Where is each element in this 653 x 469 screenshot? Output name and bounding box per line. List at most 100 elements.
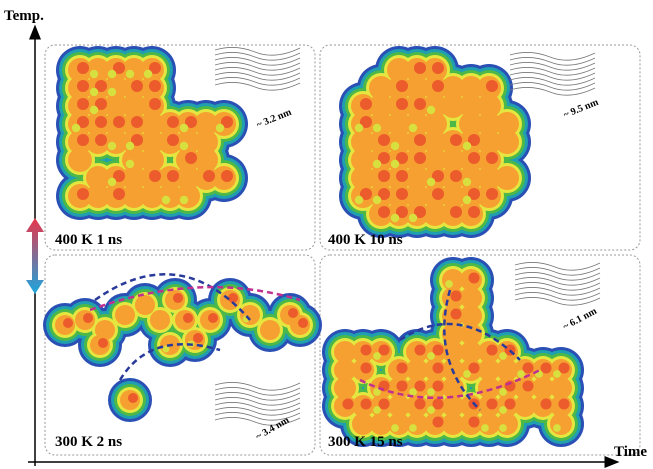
density-layer (351, 166, 375, 190)
density-peak (378, 188, 390, 200)
density-peak (468, 206, 480, 218)
chain-trace (118, 343, 221, 381)
density-layer (478, 377, 500, 399)
inset-chain (214, 402, 301, 411)
density-blob (43, 278, 322, 422)
density-peak (149, 170, 161, 182)
inset-chain (509, 87, 596, 96)
density-peak (414, 380, 426, 392)
density-peak (468, 152, 480, 164)
density-well (499, 406, 507, 414)
density-blob (339, 46, 531, 238)
density-layer (122, 184, 146, 208)
density-layer (122, 94, 146, 118)
density-peak (167, 134, 179, 146)
density-peak (486, 398, 498, 410)
density-peak (77, 134, 89, 146)
inset-chain (514, 292, 601, 301)
density-peak (360, 362, 372, 374)
density-peak (77, 188, 89, 200)
density-well (391, 424, 399, 432)
density-peak (113, 170, 125, 182)
density-well (179, 123, 189, 133)
density-well (373, 388, 381, 396)
density-layer (369, 94, 393, 118)
density-well (372, 159, 382, 169)
density-peak (298, 318, 308, 328)
density-well (125, 141, 135, 151)
density-peak (113, 116, 125, 128)
density-well (354, 123, 364, 133)
density-layer (352, 413, 374, 435)
density-peak (486, 152, 498, 164)
density-peak (131, 116, 143, 128)
panel-frame (44, 254, 316, 456)
density-peak (203, 170, 215, 182)
density-peak (432, 62, 444, 74)
density-layer (334, 377, 356, 399)
density-peak (414, 206, 426, 218)
inset-chain (514, 277, 601, 286)
density-well (354, 195, 364, 205)
density-layer (477, 130, 501, 154)
density-peak (396, 152, 408, 164)
density-peak (468, 272, 480, 284)
density-peak (131, 80, 143, 92)
density-well (143, 69, 153, 79)
density-peak (450, 170, 462, 182)
scale-label: ~ 6.1 nm (561, 305, 599, 332)
density-peak (432, 344, 444, 356)
density-peak (113, 188, 125, 200)
density-layer (550, 377, 572, 399)
density-blob (56, 46, 248, 220)
density-peak (378, 152, 390, 164)
scale-label: ~ 3.2 nm (255, 107, 294, 131)
density-peak (378, 170, 390, 182)
density-well (427, 352, 435, 360)
density-peak (149, 80, 161, 92)
density-peak (432, 188, 444, 200)
density-peak (95, 80, 107, 92)
density-layer (459, 76, 483, 100)
density-peak (98, 338, 108, 348)
density-layer (442, 341, 464, 363)
density-well (427, 388, 435, 396)
inset-chain (214, 57, 301, 66)
density-well (125, 69, 135, 79)
density-peak (342, 398, 354, 410)
inset-chain (214, 67, 301, 76)
density-well (463, 370, 471, 378)
inset-chain (214, 77, 301, 86)
density-well (179, 141, 189, 151)
density-well (517, 370, 525, 378)
panel-frame (44, 44, 316, 251)
density-layer (194, 148, 218, 172)
density-peak (450, 134, 462, 146)
density-well (499, 424, 507, 432)
density-peak (208, 313, 218, 323)
density-peak (77, 80, 89, 92)
density-peak (432, 416, 444, 428)
inset-chain (214, 392, 301, 401)
inset-chain (514, 287, 601, 296)
density-peak (414, 98, 426, 110)
density-layer (351, 130, 375, 154)
density-peak (360, 116, 372, 128)
density-peak (228, 293, 238, 303)
density-layer (423, 202, 447, 226)
density-peak (432, 398, 444, 410)
density-layer (442, 413, 464, 435)
density-peak (378, 398, 390, 410)
density-peak (450, 290, 462, 302)
density-well (462, 141, 472, 151)
density-well (373, 406, 381, 414)
density-well (107, 141, 117, 151)
density-layer (423, 130, 447, 154)
density-layer (460, 305, 482, 327)
density-peak (77, 62, 89, 74)
density-well (215, 123, 225, 133)
density-layer (441, 184, 465, 208)
chain-trace (359, 368, 541, 400)
density-well (409, 388, 417, 396)
density-layer (194, 130, 218, 154)
